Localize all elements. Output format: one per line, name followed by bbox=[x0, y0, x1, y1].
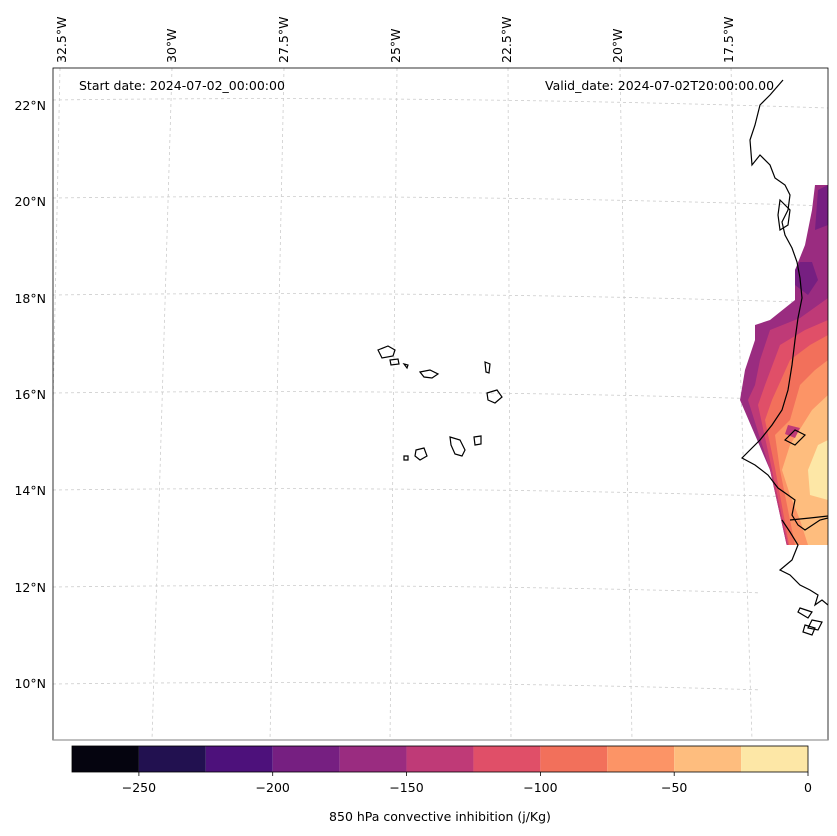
gridline-lat-18 bbox=[53, 293, 828, 304]
cin-contours bbox=[740, 185, 828, 740]
colorbar-tick-label: −200 bbox=[255, 780, 290, 795]
lat-label-10n: 10°N bbox=[14, 676, 46, 691]
gridline-lat-20 bbox=[53, 196, 828, 207]
lon-label-22.5w: 22.5°W bbox=[499, 16, 514, 63]
colorbar-segment bbox=[741, 746, 808, 772]
colorbar-segment bbox=[205, 746, 273, 772]
gridline-lat-22 bbox=[53, 98, 828, 109]
lat-label-12n: 12°N bbox=[14, 580, 46, 595]
island-fogo bbox=[414, 447, 428, 461]
coastline-africa bbox=[741, 79, 828, 531]
gridline-lon-20 bbox=[619, 68, 633, 740]
lon-label-17.5w: 17.5°W bbox=[721, 16, 736, 63]
lon-label-25w: 25°W bbox=[388, 28, 403, 63]
lat-label-20n: 20°N bbox=[14, 194, 46, 209]
colorbar-segment bbox=[138, 746, 206, 772]
lat-label-14n: 14°N bbox=[14, 483, 46, 498]
colorbar bbox=[72, 746, 808, 772]
colorbar-tick-label: −150 bbox=[389, 780, 424, 795]
colorbar-tick-label: −100 bbox=[523, 780, 558, 795]
coastline-africa-south bbox=[778, 519, 828, 607]
valid-date-text: Valid_date: 2024-07-02T20:00:00.00 bbox=[545, 78, 775, 93]
gridline-lon-27.5 bbox=[269, 68, 285, 740]
cin-band-0 bbox=[808, 440, 828, 500]
lat-label-16n: 16°N bbox=[14, 387, 46, 402]
start-date-text: Start date: 2024-07-02_00:00:00 bbox=[79, 78, 285, 93]
gridline-lon-25 bbox=[389, 68, 398, 740]
colorbar-tick-label: −50 bbox=[660, 780, 688, 795]
colorbar-ticks bbox=[138, 772, 809, 776]
lon-label-27.5w: 27.5°W bbox=[276, 16, 291, 63]
colorbar-segment bbox=[406, 746, 474, 772]
coastline-dakar bbox=[783, 429, 807, 446]
border-gambia bbox=[789, 515, 828, 521]
gridline-lat-14 bbox=[53, 488, 828, 499]
map-frame bbox=[52, 67, 829, 741]
island-santo-antao bbox=[377, 345, 396, 359]
gridline-lat-10 bbox=[53, 682, 828, 693]
colorbar-segment bbox=[473, 746, 541, 772]
cin-band-m25 bbox=[782, 395, 828, 545]
colorbar-segment bbox=[540, 746, 608, 772]
island-sao-nicolau bbox=[418, 369, 440, 379]
gridline-lat-12 bbox=[53, 585, 828, 596]
map-gridlines bbox=[53, 68, 828, 740]
colorbar-segment bbox=[607, 746, 675, 772]
gridline-lat-16 bbox=[53, 391, 828, 402]
lat-label-22n: 22°N bbox=[14, 98, 46, 113]
gridline-lon-17.5 bbox=[730, 68, 753, 740]
lon-label-30w: 30°W bbox=[164, 28, 179, 63]
island-sao-vicente bbox=[389, 358, 400, 366]
island-maio bbox=[473, 435, 482, 446]
island-sal bbox=[484, 361, 491, 374]
colorbar-segment bbox=[72, 746, 139, 772]
colorbar-frame bbox=[71, 745, 809, 773]
island-boa-vista bbox=[486, 389, 503, 404]
coastline-africa-inlet bbox=[777, 198, 791, 232]
lat-label-18n: 18°N bbox=[14, 291, 46, 306]
island-santiago bbox=[449, 436, 466, 457]
lon-label-32.5w: 32.5°W bbox=[54, 16, 69, 63]
island-santa-luzia bbox=[402, 363, 409, 370]
colorbar-segment bbox=[674, 746, 742, 772]
gridline-lon-30 bbox=[151, 68, 173, 740]
coastlines bbox=[377, 79, 828, 636]
gridline-lon-22.5 bbox=[507, 68, 512, 740]
lon-label-20w: 20°W bbox=[610, 28, 625, 63]
cin-band-m125-patch bbox=[785, 425, 800, 438]
cin-band-m175b bbox=[815, 185, 828, 230]
colorbar-label: 850 hPa convective inhibition (j/Kg) bbox=[329, 809, 551, 824]
colorbar-tick-label: −250 bbox=[121, 780, 157, 795]
colorbar-segment bbox=[272, 746, 340, 772]
coastline-bijagos bbox=[797, 607, 823, 636]
island-brava bbox=[403, 455, 409, 461]
colorbar-segment bbox=[339, 746, 407, 772]
colorbar-tick-label: 0 bbox=[804, 780, 812, 795]
